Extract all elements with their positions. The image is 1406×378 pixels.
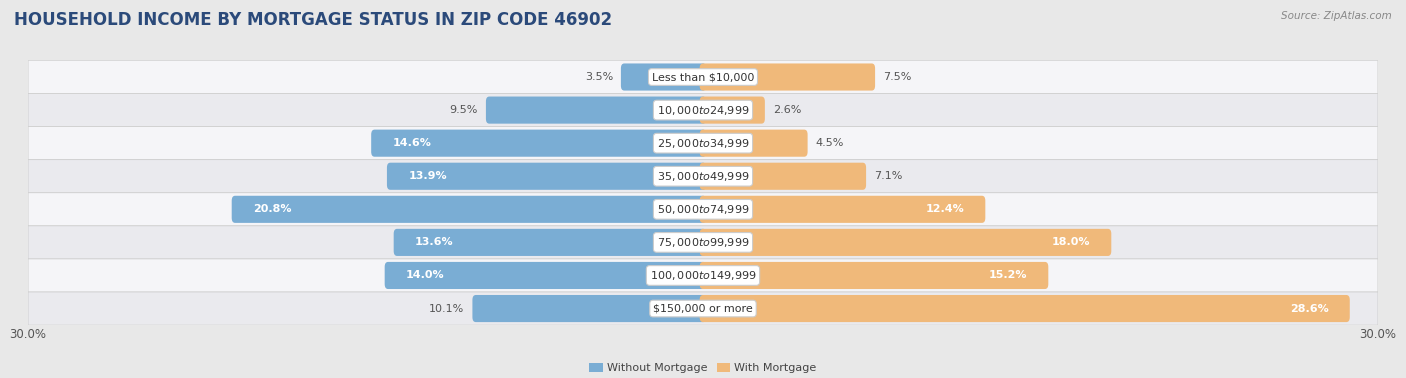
FancyBboxPatch shape xyxy=(28,292,1378,325)
FancyBboxPatch shape xyxy=(472,295,706,322)
Text: 18.0%: 18.0% xyxy=(1052,237,1090,247)
Text: 14.6%: 14.6% xyxy=(392,138,432,148)
FancyBboxPatch shape xyxy=(232,196,706,223)
FancyBboxPatch shape xyxy=(387,163,706,190)
FancyBboxPatch shape xyxy=(486,96,706,124)
Text: 14.0%: 14.0% xyxy=(406,271,444,280)
Text: 3.5%: 3.5% xyxy=(585,72,613,82)
Text: Source: ZipAtlas.com: Source: ZipAtlas.com xyxy=(1281,11,1392,21)
FancyBboxPatch shape xyxy=(28,259,1378,292)
Text: $25,000 to $34,999: $25,000 to $34,999 xyxy=(657,137,749,150)
Text: $100,000 to $149,999: $100,000 to $149,999 xyxy=(650,269,756,282)
Text: $150,000 or more: $150,000 or more xyxy=(654,304,752,313)
Text: 15.2%: 15.2% xyxy=(988,271,1026,280)
Text: 9.5%: 9.5% xyxy=(450,105,478,115)
FancyBboxPatch shape xyxy=(700,96,765,124)
Text: 2.6%: 2.6% xyxy=(773,105,801,115)
FancyBboxPatch shape xyxy=(28,160,1378,193)
FancyBboxPatch shape xyxy=(28,127,1378,160)
Text: 12.4%: 12.4% xyxy=(925,204,965,214)
FancyBboxPatch shape xyxy=(700,229,1111,256)
FancyBboxPatch shape xyxy=(700,262,1049,289)
Legend: Without Mortgage, With Mortgage: Without Mortgage, With Mortgage xyxy=(585,358,821,378)
FancyBboxPatch shape xyxy=(700,163,866,190)
Text: 13.6%: 13.6% xyxy=(415,237,454,247)
Text: 28.6%: 28.6% xyxy=(1289,304,1329,313)
FancyBboxPatch shape xyxy=(371,130,706,157)
Text: 7.5%: 7.5% xyxy=(883,72,911,82)
Text: $75,000 to $99,999: $75,000 to $99,999 xyxy=(657,236,749,249)
FancyBboxPatch shape xyxy=(28,60,1378,94)
FancyBboxPatch shape xyxy=(28,226,1378,259)
Text: 7.1%: 7.1% xyxy=(875,171,903,181)
Text: 13.9%: 13.9% xyxy=(408,171,447,181)
FancyBboxPatch shape xyxy=(621,64,706,91)
FancyBboxPatch shape xyxy=(700,64,875,91)
Text: Less than $10,000: Less than $10,000 xyxy=(652,72,754,82)
FancyBboxPatch shape xyxy=(700,196,986,223)
FancyBboxPatch shape xyxy=(28,94,1378,127)
Text: $10,000 to $24,999: $10,000 to $24,999 xyxy=(657,104,749,116)
Text: 20.8%: 20.8% xyxy=(253,204,291,214)
Text: $50,000 to $74,999: $50,000 to $74,999 xyxy=(657,203,749,216)
FancyBboxPatch shape xyxy=(700,295,1350,322)
FancyBboxPatch shape xyxy=(385,262,706,289)
Text: $35,000 to $49,999: $35,000 to $49,999 xyxy=(657,170,749,183)
Text: 10.1%: 10.1% xyxy=(429,304,464,313)
FancyBboxPatch shape xyxy=(700,130,807,157)
FancyBboxPatch shape xyxy=(28,193,1378,226)
Text: HOUSEHOLD INCOME BY MORTGAGE STATUS IN ZIP CODE 46902: HOUSEHOLD INCOME BY MORTGAGE STATUS IN Z… xyxy=(14,11,612,29)
Text: 4.5%: 4.5% xyxy=(815,138,844,148)
FancyBboxPatch shape xyxy=(394,229,706,256)
